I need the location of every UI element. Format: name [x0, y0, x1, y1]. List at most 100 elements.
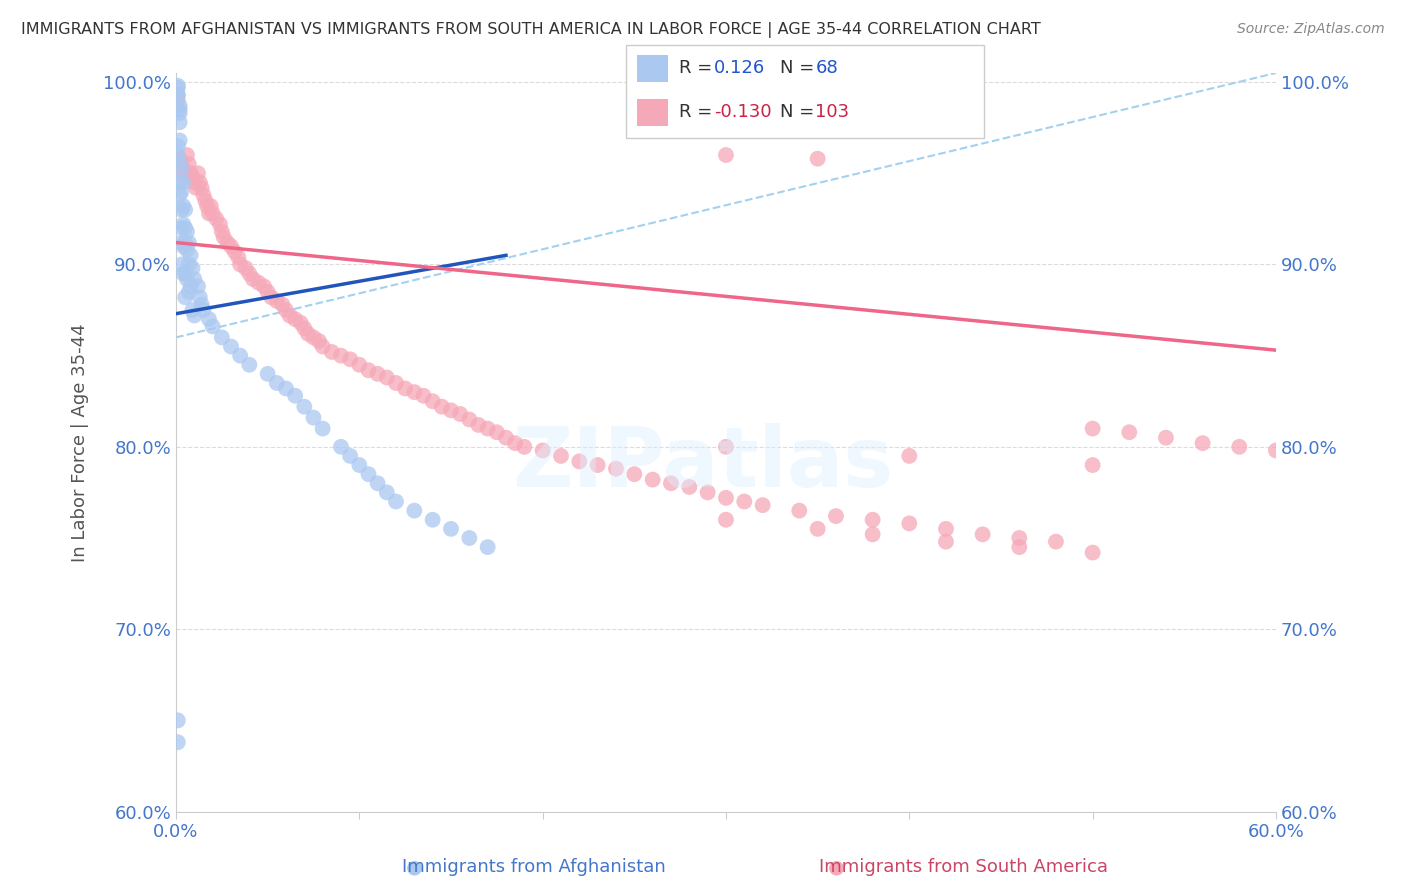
Point	[1118, 425, 1140, 440]
Point	[430, 400, 453, 414]
Text: Immigrants from South America: Immigrants from South America	[818, 858, 1108, 876]
Point	[862, 527, 884, 541]
Point	[238, 358, 260, 372]
Point	[449, 407, 471, 421]
Point	[174, 202, 197, 217]
Point	[169, 188, 191, 202]
Point	[568, 454, 591, 468]
Point	[180, 248, 202, 262]
Point	[458, 531, 481, 545]
Point	[187, 279, 209, 293]
Point	[302, 330, 325, 344]
Point	[170, 221, 193, 235]
Point	[308, 334, 330, 348]
Point	[174, 221, 197, 235]
Point	[235, 261, 257, 276]
Point	[404, 385, 426, 400]
Point	[174, 290, 197, 304]
Point	[166, 93, 188, 107]
Point	[292, 400, 315, 414]
Point	[412, 389, 434, 403]
Point	[330, 440, 353, 454]
Point	[212, 230, 235, 244]
Point	[174, 267, 197, 281]
Point	[898, 516, 921, 531]
Point	[550, 449, 572, 463]
Point	[807, 522, 830, 536]
Text: -0.130: -0.130	[714, 103, 772, 121]
Text: 68: 68	[815, 59, 838, 77]
Point	[1191, 436, 1213, 450]
Point	[166, 735, 188, 749]
Point	[404, 503, 426, 517]
Point	[228, 250, 250, 264]
Point	[181, 169, 204, 184]
Point	[807, 152, 830, 166]
Point	[422, 513, 444, 527]
Point	[211, 225, 233, 239]
Point	[290, 316, 312, 330]
Point	[292, 321, 315, 335]
Point	[193, 188, 215, 202]
Point	[349, 358, 371, 372]
Point	[169, 155, 191, 169]
Point	[217, 235, 239, 250]
Point	[1081, 458, 1104, 472]
Point	[172, 175, 194, 189]
Point	[176, 243, 198, 257]
Point	[188, 290, 211, 304]
Point	[194, 194, 217, 208]
Point	[623, 467, 645, 482]
Point	[284, 312, 307, 326]
Point	[503, 436, 526, 450]
Y-axis label: In Labor Force | Age 35-44: In Labor Force | Age 35-44	[72, 323, 89, 562]
Text: 103: 103	[815, 103, 849, 121]
Point	[1081, 545, 1104, 559]
Point	[174, 235, 197, 250]
Point	[181, 261, 204, 276]
Point	[714, 513, 737, 527]
Point	[170, 162, 193, 177]
Point	[440, 403, 463, 417]
Point	[330, 349, 353, 363]
Point	[169, 175, 191, 189]
Text: 0.126: 0.126	[714, 59, 765, 77]
Text: Immigrants from Afghanistan: Immigrants from Afghanistan	[402, 858, 666, 876]
Point	[177, 257, 200, 271]
Point	[198, 206, 221, 220]
Point	[339, 449, 361, 463]
Point	[190, 181, 212, 195]
Point	[201, 319, 224, 334]
Point	[177, 157, 200, 171]
Point	[183, 175, 205, 189]
Point	[787, 503, 810, 517]
Point	[219, 339, 242, 353]
Point	[229, 349, 252, 363]
Point	[170, 157, 193, 171]
Point	[477, 540, 499, 554]
Point	[169, 99, 191, 113]
Point	[183, 309, 205, 323]
Point	[394, 381, 416, 395]
Point	[440, 522, 463, 536]
Point	[367, 476, 389, 491]
Point	[862, 513, 884, 527]
Point	[201, 206, 224, 220]
Point	[170, 235, 193, 250]
Point	[385, 494, 408, 508]
Text: N =: N =	[780, 103, 820, 121]
Text: R =: R =	[679, 59, 718, 77]
Point	[271, 297, 294, 311]
Point	[238, 267, 260, 281]
Point	[195, 199, 218, 213]
Text: Source: ZipAtlas.com: Source: ZipAtlas.com	[1237, 22, 1385, 37]
Point	[200, 199, 222, 213]
Point	[278, 309, 301, 323]
Point	[169, 103, 191, 117]
Point	[357, 363, 380, 377]
Point	[1154, 431, 1177, 445]
Point	[172, 217, 194, 231]
Point	[477, 421, 499, 435]
Point	[696, 485, 718, 500]
Point	[733, 494, 755, 508]
